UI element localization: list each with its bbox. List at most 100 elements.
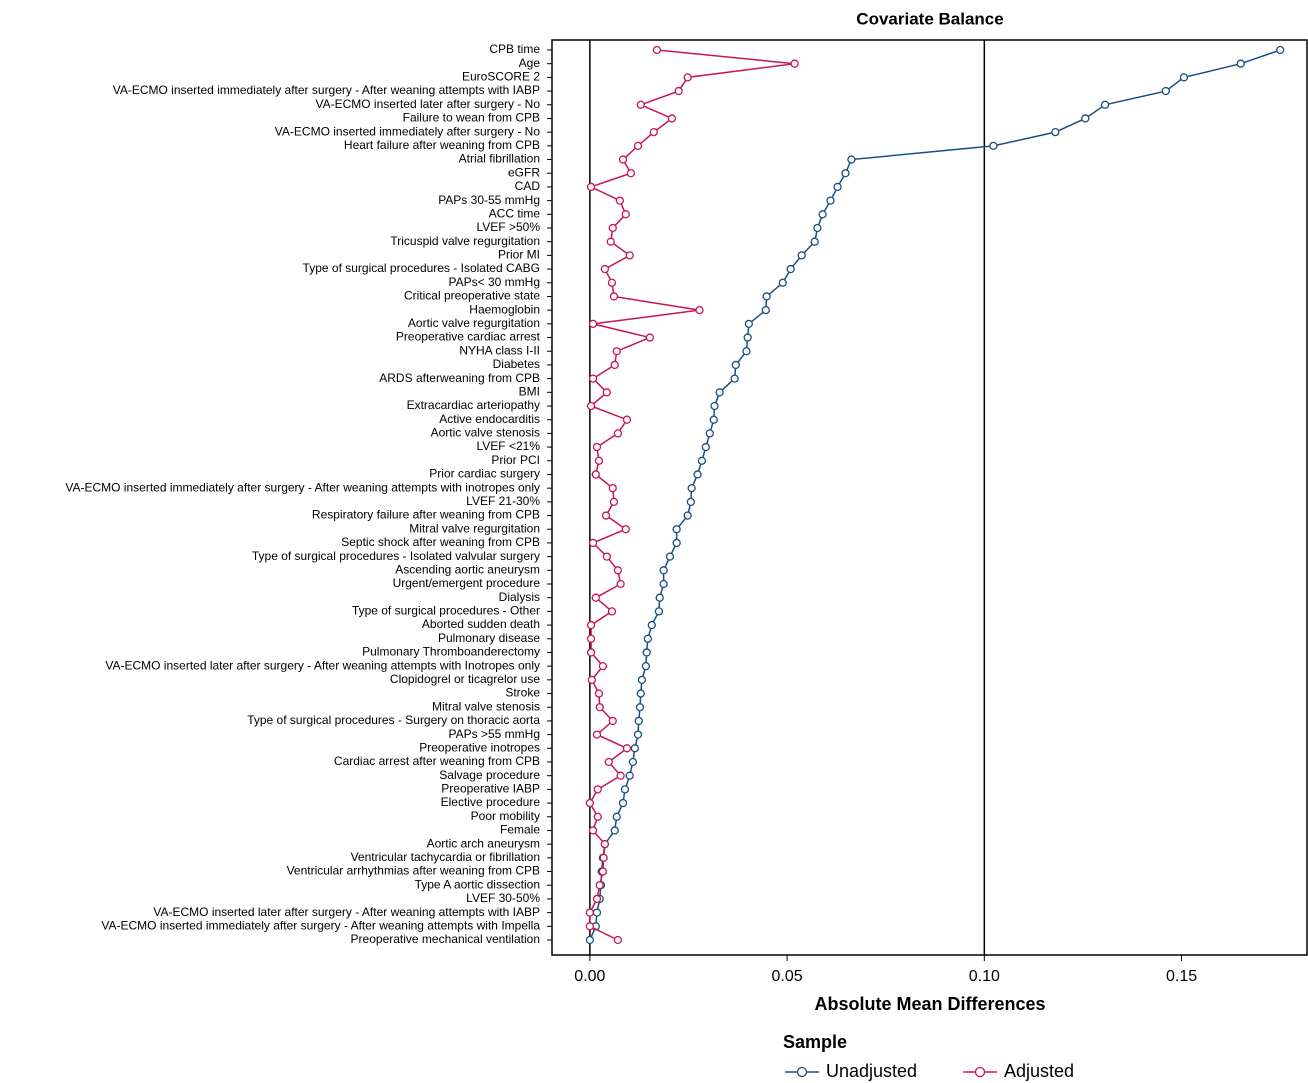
data-point — [610, 360, 619, 370]
data-point — [622, 744, 632, 753]
data-point — [585, 935, 595, 945]
data-point — [612, 812, 621, 821]
y-tick-label: LVEF 21-30% — [466, 494, 540, 508]
y-tick-label: Ventricular arrhythmias after weaning fr… — [287, 864, 540, 878]
y-tick-label: PAPs >55 mmHg — [449, 727, 540, 741]
legend-title: Sample — [783, 1032, 847, 1052]
y-tick-label: Preoperative mechanical ventilation — [351, 932, 540, 946]
data-point — [588, 374, 598, 383]
data-point — [710, 401, 719, 411]
data-point — [608, 484, 617, 493]
y-tick-label: PAPs 30-55 mmHg — [438, 193, 540, 207]
y-tick-label: Extracardiac arteriopathy — [407, 398, 540, 412]
data-point — [687, 484, 696, 493]
data-point — [667, 114, 677, 123]
x-axis-label: Absolute Mean Differences — [814, 994, 1045, 1014]
data-point — [778, 278, 787, 287]
data-point — [613, 429, 623, 438]
y-tick-label: VA-ECMO inserted immediately after surge… — [101, 918, 540, 932]
data-point — [585, 908, 595, 917]
data-point — [654, 607, 664, 616]
data-point — [1276, 45, 1285, 55]
series-line — [589, 49, 795, 941]
data-point — [1161, 86, 1170, 96]
y-tick-label: Heart failure after weaning from CPB — [344, 138, 540, 152]
data-point — [592, 730, 602, 739]
y-tick-label: ARDS afterweaning from CPB — [379, 371, 540, 385]
y-tick-label: Salvage procedure — [439, 768, 540, 782]
data-point — [592, 442, 602, 452]
data-point — [643, 634, 653, 643]
y-tick-label: Cardiac arrest after weaning from CPB — [334, 754, 540, 768]
y-tick-label: Preoperative inotropes — [419, 740, 540, 754]
data-point — [592, 908, 602, 917]
y-tick-label: Dialysis — [499, 590, 540, 604]
y-tick-label: PAPs< 30 mmHg — [449, 275, 540, 289]
data-point — [833, 182, 842, 192]
data-point — [649, 128, 658, 137]
data-point — [618, 798, 628, 808]
data-point — [621, 210, 630, 219]
data-point — [592, 894, 602, 904]
data-point — [593, 785, 602, 794]
y-tick-label: EuroSCORE 2 — [462, 70, 540, 84]
data-point — [602, 552, 611, 561]
data-point — [608, 223, 617, 233]
data-point — [1081, 114, 1090, 123]
data-point — [743, 333, 752, 342]
data-point — [841, 169, 850, 178]
data-point — [609, 292, 619, 301]
y-tick-label: eGFR — [508, 165, 540, 179]
data-point — [630, 744, 639, 753]
data-point — [672, 525, 681, 534]
data-point — [665, 552, 675, 561]
y-tick-label: Female — [500, 823, 540, 837]
data-point — [683, 511, 692, 520]
data-point — [608, 716, 617, 726]
data-point — [762, 292, 771, 301]
data-point — [598, 662, 608, 671]
data-point — [744, 319, 753, 328]
data-point — [693, 470, 702, 479]
y-tick-label: Aortic arch aneurysm — [427, 836, 540, 850]
y-tick-label: Aortic valve regurgitation — [408, 316, 540, 330]
data-point — [613, 566, 623, 575]
data-point — [635, 703, 645, 712]
y-tick-label: Haemoglobin — [469, 302, 540, 316]
data-point — [616, 771, 625, 780]
y-tick-label: BMI — [519, 384, 540, 398]
data-point — [610, 826, 619, 835]
data-point — [813, 223, 822, 233]
x-tick-label: 0.10 — [969, 968, 1000, 985]
data-point — [637, 675, 647, 684]
data-point — [599, 853, 608, 862]
data-point — [652, 45, 662, 55]
y-tick-label: Aortic valve stenosis — [431, 426, 540, 440]
plot-frame — [551, 39, 1308, 956]
data-point — [607, 607, 617, 616]
data-point — [604, 757, 613, 767]
data-point — [585, 922, 595, 931]
data-point — [588, 319, 598, 328]
data-point — [586, 648, 596, 657]
y-tick-label: Poor mobility — [471, 809, 540, 823]
y-tick-label: Clopidogrel or ticagrelor use — [390, 672, 540, 686]
data-point — [602, 388, 611, 397]
data-point — [600, 840, 610, 849]
data-point — [586, 182, 596, 192]
x-tick-label: 0.00 — [574, 968, 605, 985]
legend-label: Unadjusted — [826, 1061, 917, 1081]
y-tick-label: VA-ECMO inserted later after surgery - A… — [105, 658, 540, 672]
data-point — [586, 620, 596, 630]
y-tick-label: Atrial fibrillation — [459, 152, 540, 166]
data-point — [634, 716, 643, 726]
y-tick-label: Diabetes — [493, 357, 540, 371]
data-point — [1051, 128, 1060, 137]
y-tick-label: Failure to wean from CPB — [403, 111, 540, 125]
data-point — [618, 155, 628, 164]
y-tick-label: Mitral valve regurgitation — [409, 521, 540, 535]
y-tick-label: ACC time — [489, 206, 541, 220]
data-point — [647, 620, 656, 630]
y-tick-label: VA-ECMO inserted later after surgery - N… — [315, 97, 540, 111]
